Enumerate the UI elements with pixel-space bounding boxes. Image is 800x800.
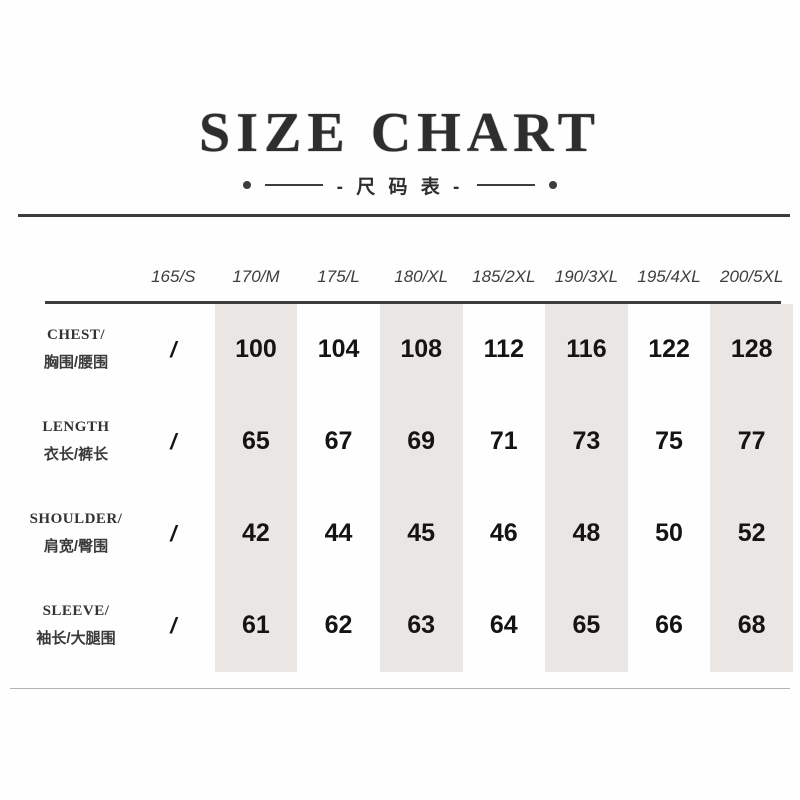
table-body: CHEST/ 胸围/腰围 / 100 104 108 112 116 122 1… [20,303,793,672]
table-cell: 104 [317,335,360,364]
size-header-190-3xl: 190/3XL [554,266,619,286]
table-cell: / [170,520,177,546]
table-row-chest: CHEST/ 胸围/腰围 / 100 104 108 112 116 122 1… [20,303,793,396]
row-label-cn: 肩宽/臀围 [43,538,109,556]
subtitle-row: - 尺 码 表 - [0,172,800,199]
table-cell: 71 [489,427,518,456]
table-cell: 112 [483,335,524,364]
table-cell: 65 [214,395,298,488]
row-label-cn: 衣长/裤长 [43,446,109,464]
row-label-en: LENGTH [42,419,110,436]
size-header-175l: 175/L [317,266,360,286]
table-cell: / [170,612,177,638]
dot-right-icon [549,181,558,190]
table-cell: 128 [710,303,793,396]
row-label-chest: CHEST/ 胸围/腰围 [20,304,132,396]
title-block: SIZE CHART - 尺 码 表 - [0,0,800,199]
size-header-195-4xl: 195/4XL [637,266,701,286]
size-header-165s: 165/S [151,266,196,286]
size-header-row: 165/S 170/M 175/L 180/XL 185/2XL 190/3XL… [20,217,793,301]
divider-top [18,213,790,217]
table-cell: 45 [379,487,463,580]
table-row-sleeve: SLEEVE/ 袖长/大腿围 / 61 62 63 64 65 66 68 [20,579,793,672]
subtitle-text: - 尺 码 表 - [336,176,464,198]
dot-left-icon [242,181,251,190]
table-cell: 61 [214,579,298,672]
table-cell: 122 [648,335,690,364]
table-cell: 68 [710,579,793,672]
page-title: SIZE CHART [199,102,601,164]
table-cell: 42 [214,487,298,580]
line-left [264,184,323,187]
size-table: 165/S 170/M 175/L 180/XL 185/2XL 190/3XL… [20,217,793,672]
table-cell: 44 [324,519,353,548]
row-label-cn: 胸围/腰围 [43,354,109,372]
table-cell: / [170,428,177,454]
line-right [477,184,536,187]
table-cell: 46 [489,519,518,548]
header-spacer [20,287,132,301]
table-cell: 64 [489,611,518,640]
table-row-shoulder: SHOULDER/ 肩宽/臀围 / 42 44 45 46 48 50 52 [20,487,793,580]
table-cell: 50 [655,519,683,548]
table-cell: 77 [710,395,793,488]
table-cell: 48 [545,487,628,580]
size-header-185-2xl: 185/2XL [472,266,536,286]
table-cell: / [170,336,177,362]
table-row-length: LENGTH 衣长/裤长 / 65 67 69 71 73 75 77 [20,395,793,488]
size-header-180xl: 180/XL [394,266,449,286]
table-cell: 100 [214,303,298,396]
table-cell: 73 [545,395,628,488]
row-label-sleeve: SLEEVE/ 袖长/大腿围 [20,580,132,672]
size-header-170m: 170/M [232,266,280,286]
table-cell: 108 [379,303,463,396]
table-cell: 67 [324,427,353,456]
row-label-cn: 袖长/大腿围 [36,630,116,648]
divider-header [45,300,781,304]
table-cell: 66 [655,611,683,640]
table-cell: 69 [379,395,463,488]
table-cell: 62 [324,611,353,640]
row-label-length: LENGTH 衣长/裤长 [20,396,132,488]
table-cell: 65 [545,579,628,672]
table-cell: 75 [655,427,683,456]
row-label-en: CHEST/ [46,327,106,344]
row-label-en: SHOULDER/ [29,511,123,528]
size-header-200-5xl: 200/5XL [720,266,784,286]
table-cell: 63 [379,579,463,672]
table-cell: 116 [545,303,628,396]
row-label-shoulder: SHOULDER/ 肩宽/臀围 [20,488,132,580]
table-cell: 52 [710,487,793,580]
row-label-en: SLEEVE/ [42,603,110,620]
divider-bottom [10,687,790,689]
